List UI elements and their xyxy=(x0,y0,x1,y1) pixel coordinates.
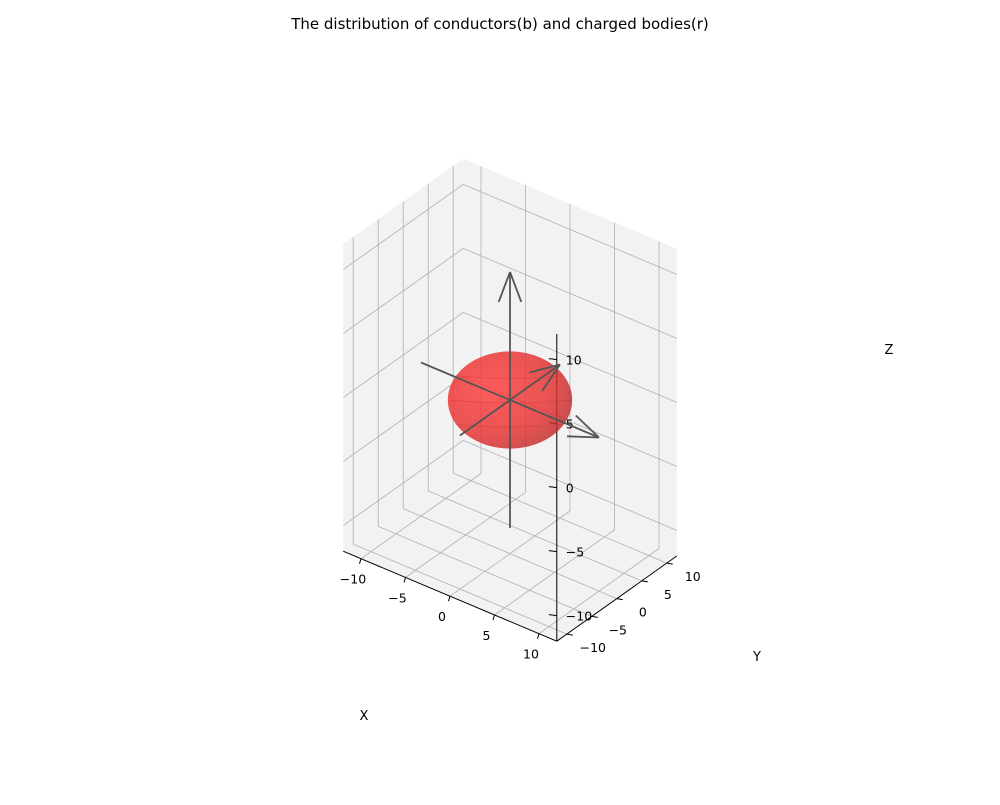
z-axis-label: Z xyxy=(885,343,894,358)
x-tick-label: 5 xyxy=(483,628,491,643)
x-tick-label: −5 xyxy=(388,591,406,606)
y-tick-label: −5 xyxy=(609,622,627,637)
z-arrow-head xyxy=(497,271,511,303)
z-tick-label: −10 xyxy=(566,609,592,624)
grid-line-z-left xyxy=(342,376,464,462)
z-tick xyxy=(548,358,557,361)
grid-line-z-back xyxy=(463,184,677,275)
y-tick xyxy=(666,562,673,565)
x-tick-label: −10 xyxy=(340,572,366,587)
arrows-group xyxy=(420,271,600,528)
grid-lines xyxy=(342,165,677,635)
y-tick xyxy=(616,598,623,601)
z-tick-label: −5 xyxy=(566,545,584,560)
chart-title: The distribution of conductors(b) and ch… xyxy=(290,15,709,33)
y-tick xyxy=(566,633,573,636)
y-tick-label: 0 xyxy=(639,605,647,620)
z-tick-label: 10 xyxy=(566,353,582,368)
grid-line-y-floor xyxy=(403,508,617,599)
z-tick-label: 0 xyxy=(566,481,574,496)
x-arrow-head xyxy=(575,414,600,439)
y-arrow-head xyxy=(541,363,561,392)
grid-line-z-back xyxy=(463,312,677,403)
grid-line-y-floor xyxy=(353,543,567,635)
x-tick-label: 0 xyxy=(438,609,446,624)
z-tick xyxy=(548,550,557,553)
x-axis-label: X xyxy=(360,709,369,724)
grid-line-y-floor xyxy=(378,526,592,617)
x-tick xyxy=(448,596,451,602)
x-tick xyxy=(359,558,362,564)
y-axis-label: Y xyxy=(752,650,761,665)
y-tick-label: 10 xyxy=(685,569,701,584)
grid-line-z-left xyxy=(342,312,464,398)
y-tick xyxy=(591,615,598,618)
grid-line-z-left xyxy=(342,440,464,526)
x-tick-label: 10 xyxy=(523,647,539,662)
x-tick xyxy=(492,614,495,621)
x-tick xyxy=(403,577,406,583)
grid-line-y-floor xyxy=(453,472,667,564)
z-arrow-head xyxy=(509,271,523,303)
x-tick xyxy=(537,633,540,639)
z-tick-label: 5 xyxy=(566,417,574,432)
y-tick-label: −10 xyxy=(580,640,606,655)
grid-line-z-left xyxy=(342,184,464,270)
y-tick xyxy=(641,580,648,583)
grid-line-z-back xyxy=(463,440,677,531)
z-tick xyxy=(548,614,557,617)
grid-line-z-back xyxy=(463,248,677,339)
y-arrow-head xyxy=(528,363,561,374)
grid-line-z-left xyxy=(342,248,464,334)
z-tick xyxy=(548,486,557,489)
x-arrow-head xyxy=(566,435,600,439)
y-tick-label: 5 xyxy=(664,587,672,602)
grid-line-y-floor xyxy=(428,490,642,582)
